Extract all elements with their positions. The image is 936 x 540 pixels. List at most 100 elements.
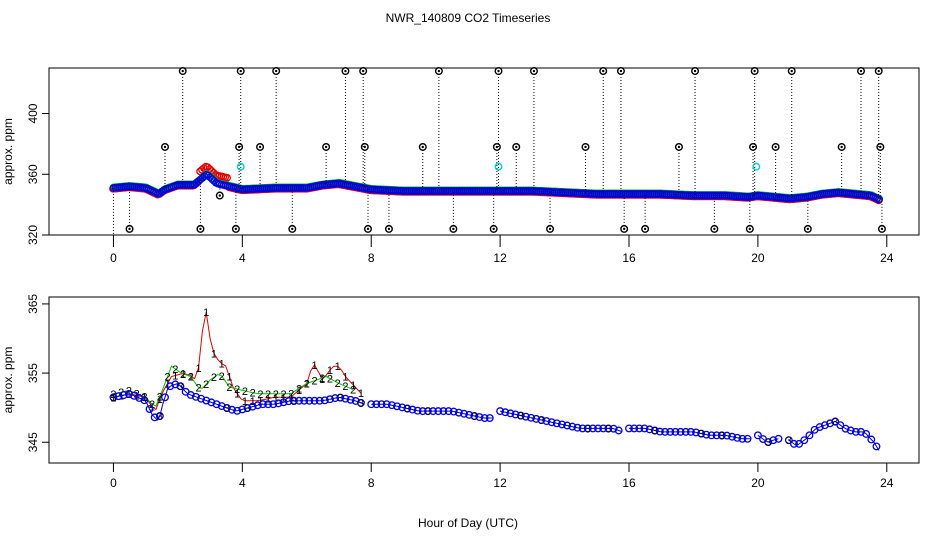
flag-point	[272, 67, 281, 76]
series-point-3	[537, 416, 546, 424]
flag-point	[341, 67, 350, 76]
series-point-3	[666, 427, 675, 436]
x-tick-label: 4	[239, 476, 246, 490]
series-glyph-1: 1	[288, 392, 294, 404]
flag-point	[620, 224, 629, 233]
series-glyph-1: 1	[319, 374, 325, 386]
y-tick-label: 355	[26, 363, 40, 383]
series-point-3	[372, 400, 381, 409]
flag-point	[322, 142, 331, 151]
cyan-point	[752, 162, 761, 171]
series-glyph-1: 1	[226, 372, 232, 384]
series-glyph-3: 3	[538, 415, 544, 427]
series-point-3	[872, 442, 881, 451]
x-tick-label: 0	[110, 476, 117, 490]
series-glyph-3: 3	[110, 392, 116, 404]
series-point-3	[764, 438, 773, 446]
series-point-3	[398, 403, 407, 412]
series-point-3	[243, 404, 252, 412]
x-tick-label: 20	[751, 476, 765, 490]
series-point-3	[733, 433, 742, 442]
series-glyph-2: 2	[219, 371, 225, 383]
series-point-3	[207, 398, 216, 407]
series-glyph-2: 2	[188, 372, 194, 384]
series-glyph-1: 1	[296, 385, 302, 397]
chart-title: NWR_140809 CO2 Timeseries	[386, 11, 551, 25]
series-point-3	[521, 412, 530, 421]
series-glyph-1: 1	[172, 371, 178, 383]
series-glyph-2: 2	[126, 386, 132, 398]
series-glyph-3: 3	[765, 437, 771, 449]
series-glyph-1: 1	[141, 392, 147, 404]
series-glyph-2: 2	[180, 369, 186, 381]
series-glyph-1: 1	[234, 388, 240, 400]
flag-point	[546, 224, 555, 233]
series-point-3	[171, 380, 180, 389]
data-point-ch3	[875, 195, 883, 204]
series-point-3	[326, 395, 334, 404]
flag-point	[196, 224, 205, 233]
flag-point	[874, 67, 883, 76]
series-glyph-2: 2	[226, 382, 232, 394]
series-glyph-1: 1	[358, 388, 364, 400]
flag-point-core	[234, 227, 238, 231]
series-glyph-2: 2	[110, 389, 116, 401]
series-point-3	[408, 405, 417, 414]
flag-point-core	[497, 69, 500, 73]
cyan-point	[494, 162, 503, 171]
series-point-3	[248, 402, 257, 411]
series-point-3	[583, 424, 592, 433]
series-point-3	[310, 396, 319, 405]
series-glyph-1: 1	[203, 307, 209, 319]
series-point-3	[692, 428, 700, 437]
series-point-3	[228, 405, 236, 414]
series-glyph-1: 1	[281, 392, 287, 404]
flag-point	[418, 142, 427, 151]
series-point-3	[784, 436, 793, 445]
series-point-3	[826, 419, 835, 428]
series-point-3	[625, 424, 633, 433]
flag-point	[529, 67, 538, 76]
series-point-3	[274, 399, 283, 408]
flag-point-core	[713, 227, 716, 231]
flag-point	[364, 224, 373, 233]
series-point-3	[563, 421, 572, 430]
series-point-3	[140, 396, 149, 405]
series-point-3	[300, 396, 309, 405]
series-point-3	[609, 424, 618, 433]
flag-point-core	[751, 145, 755, 149]
flag-point-core	[584, 145, 587, 149]
x-tick-label: 24	[880, 251, 894, 265]
series-glyph-2: 2	[265, 389, 271, 401]
flag-point-core	[361, 69, 365, 73]
series-point-3	[465, 410, 474, 419]
series-glyph-1: 1	[265, 394, 271, 406]
series-point-3	[635, 424, 644, 433]
flag-point	[857, 67, 866, 76]
series-glyph-2: 2	[211, 372, 217, 384]
flag-point	[876, 142, 885, 151]
series-glyph-3: 3	[605, 423, 611, 435]
cyan-point	[236, 162, 245, 171]
series-point-3	[460, 409, 468, 418]
series-point-3	[279, 398, 288, 407]
flag-point-core	[790, 69, 793, 73]
series-glyph-1: 1	[180, 368, 186, 380]
series-glyph-2: 2	[257, 389, 263, 401]
flag-point	[359, 67, 368, 76]
series-point-3	[815, 423, 824, 431]
flag-point-core	[128, 227, 131, 231]
series-point-3	[186, 391, 195, 399]
flag-point-core	[753, 69, 756, 73]
series-point-3	[320, 396, 329, 405]
flag-point	[599, 67, 608, 76]
series-point-3	[743, 434, 752, 443]
flag-point-core	[437, 69, 441, 73]
series-point-3	[413, 406, 422, 415]
series-point-3	[501, 408, 510, 417]
flag-point-core	[344, 69, 347, 73]
series-point-3	[558, 420, 566, 429]
series-point-3	[305, 396, 314, 405]
